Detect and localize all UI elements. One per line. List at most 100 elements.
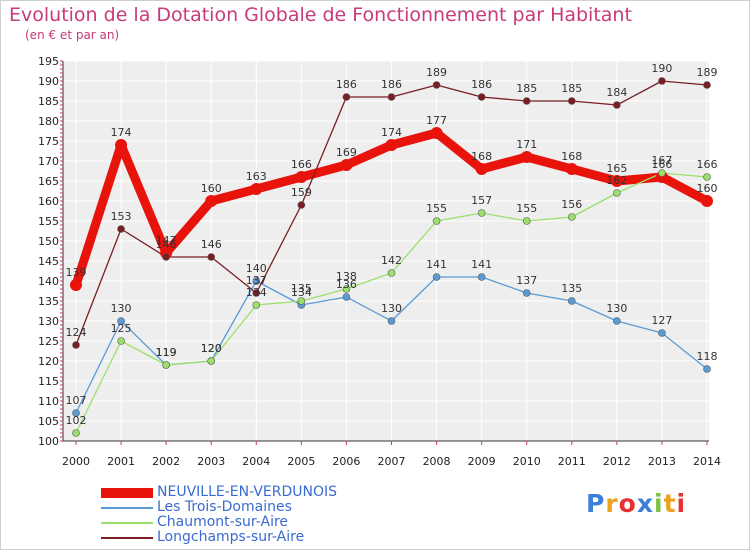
legend-item-chaumont: Chaumont-sur-Aire xyxy=(101,515,337,530)
logo-letter: P xyxy=(586,489,606,518)
data-point-3 xyxy=(207,253,216,261)
data-label-1: 118 xyxy=(697,350,718,363)
y-tick-label: 155 xyxy=(38,215,59,228)
data-label-3: 185 xyxy=(561,82,582,95)
data-point-0 xyxy=(340,159,353,171)
data-label-2: 120 xyxy=(201,342,222,355)
data-point-1 xyxy=(613,317,621,325)
data-label-3: 185 xyxy=(516,82,537,95)
data-label-0: 168 xyxy=(471,150,492,163)
y-tick-label: 185 xyxy=(38,95,59,108)
data-point-1 xyxy=(477,273,486,281)
data-label-2: 157 xyxy=(471,194,492,207)
data-label-1: 130 xyxy=(111,302,132,315)
data-label-0: 174 xyxy=(111,126,132,139)
x-tick-label: 2004 xyxy=(242,455,270,468)
data-label-3: 146 xyxy=(156,238,177,251)
x-tick-label: 2002 xyxy=(152,455,180,468)
chart-subtitle: (en € et par an) xyxy=(25,28,120,42)
data-label-1: 141 xyxy=(471,258,492,271)
legend-item-les-trois-domaines: Les Trois-Domaines xyxy=(101,500,337,515)
y-tick-label: 160 xyxy=(38,195,59,208)
data-point-0 xyxy=(115,139,128,151)
data-point-3 xyxy=(72,341,80,349)
proxiti-logo: Proxiti xyxy=(586,489,686,518)
data-point-2 xyxy=(432,217,441,225)
data-point-2 xyxy=(387,269,396,277)
data-label-0: 163 xyxy=(246,170,267,183)
x-tick-label: 2003 xyxy=(197,455,225,468)
data-point-1 xyxy=(703,365,711,373)
legend-item-longchamps: Longchamps-sur-Aire xyxy=(101,530,337,545)
y-tick-label: 135 xyxy=(38,295,59,308)
y-tick-label: 170 xyxy=(38,155,59,168)
y-tick-label: 110 xyxy=(38,395,59,408)
legend-swatch-longchamps xyxy=(101,537,153,539)
data-label-0: 147 xyxy=(156,234,177,247)
data-point-3 xyxy=(658,77,666,85)
data-label-0: 160 xyxy=(201,182,222,195)
data-label-2: 134 xyxy=(246,286,267,299)
legend-label-chaumont: Chaumont-sur-Aire xyxy=(157,514,289,530)
data-point-2 xyxy=(297,297,306,305)
x-tick-label: 2005 xyxy=(287,455,315,468)
y-tick-label: 120 xyxy=(38,355,59,368)
data-label-1: 130 xyxy=(606,302,627,315)
data-label-3: 159 xyxy=(291,186,312,199)
data-label-1: 130 xyxy=(381,302,402,315)
data-label-1: 141 xyxy=(426,258,447,271)
data-point-3 xyxy=(613,101,621,109)
y-tick-label: 175 xyxy=(38,135,59,148)
data-label-3: 190 xyxy=(651,62,672,75)
data-point-3 xyxy=(432,81,441,89)
data-label-2: 155 xyxy=(426,202,447,215)
data-label-3: 186 xyxy=(381,78,402,91)
data-label-3: 186 xyxy=(336,78,357,91)
x-tick-label: 2000 xyxy=(62,455,90,468)
data-point-1 xyxy=(432,273,441,281)
data-label-3: 146 xyxy=(201,238,222,251)
data-label-1: 137 xyxy=(516,274,537,287)
data-point-2 xyxy=(613,189,621,197)
data-point-0 xyxy=(250,183,263,195)
data-label-3: 124 xyxy=(66,326,87,339)
data-label-2: 166 xyxy=(697,158,718,171)
legend-label-les-trois-domaines: Les Trois-Domaines xyxy=(157,499,292,515)
data-point-1 xyxy=(658,329,666,337)
x-tick-label: 2006 xyxy=(332,455,360,468)
x-tick-label: 2014 xyxy=(693,455,721,468)
data-label-2: 125 xyxy=(111,322,132,335)
data-label-0: 165 xyxy=(606,162,627,175)
data-label-0: 166 xyxy=(291,158,312,171)
data-label-0: 168 xyxy=(561,150,582,163)
data-point-3 xyxy=(567,97,576,105)
data-point-2 xyxy=(207,357,216,365)
data-point-1 xyxy=(567,297,576,305)
data-label-0: 171 xyxy=(516,138,537,151)
data-label-3: 137 xyxy=(246,274,267,287)
data-label-1: 134 xyxy=(291,286,312,299)
data-point-0 xyxy=(701,195,713,207)
data-point-2 xyxy=(162,361,170,369)
logo-letter: i xyxy=(676,489,687,518)
logo-letter: o xyxy=(618,489,637,518)
x-tick-label: 2013 xyxy=(648,455,676,468)
data-point-3 xyxy=(387,93,396,101)
data-point-1 xyxy=(342,293,351,301)
data-label-1: 135 xyxy=(561,282,582,295)
data-point-3 xyxy=(117,225,125,233)
data-point-1 xyxy=(252,277,261,285)
y-tick-label: 180 xyxy=(38,115,59,128)
data-label-1: 107 xyxy=(66,394,87,407)
chart-legend: NEUVILLE-EN-VERDUNOIS Les Trois-Domaines… xyxy=(101,485,337,545)
data-point-2 xyxy=(72,429,80,437)
data-point-2 xyxy=(567,213,576,221)
data-label-3: 153 xyxy=(111,210,132,223)
data-label-0: 160 xyxy=(697,182,718,195)
x-tick-label: 2008 xyxy=(423,455,451,468)
data-point-3 xyxy=(162,253,170,261)
plot-area xyxy=(63,61,709,441)
data-point-2 xyxy=(342,285,351,293)
data-label-2: 135 xyxy=(291,282,312,295)
y-tick-label: 100 xyxy=(38,435,59,448)
